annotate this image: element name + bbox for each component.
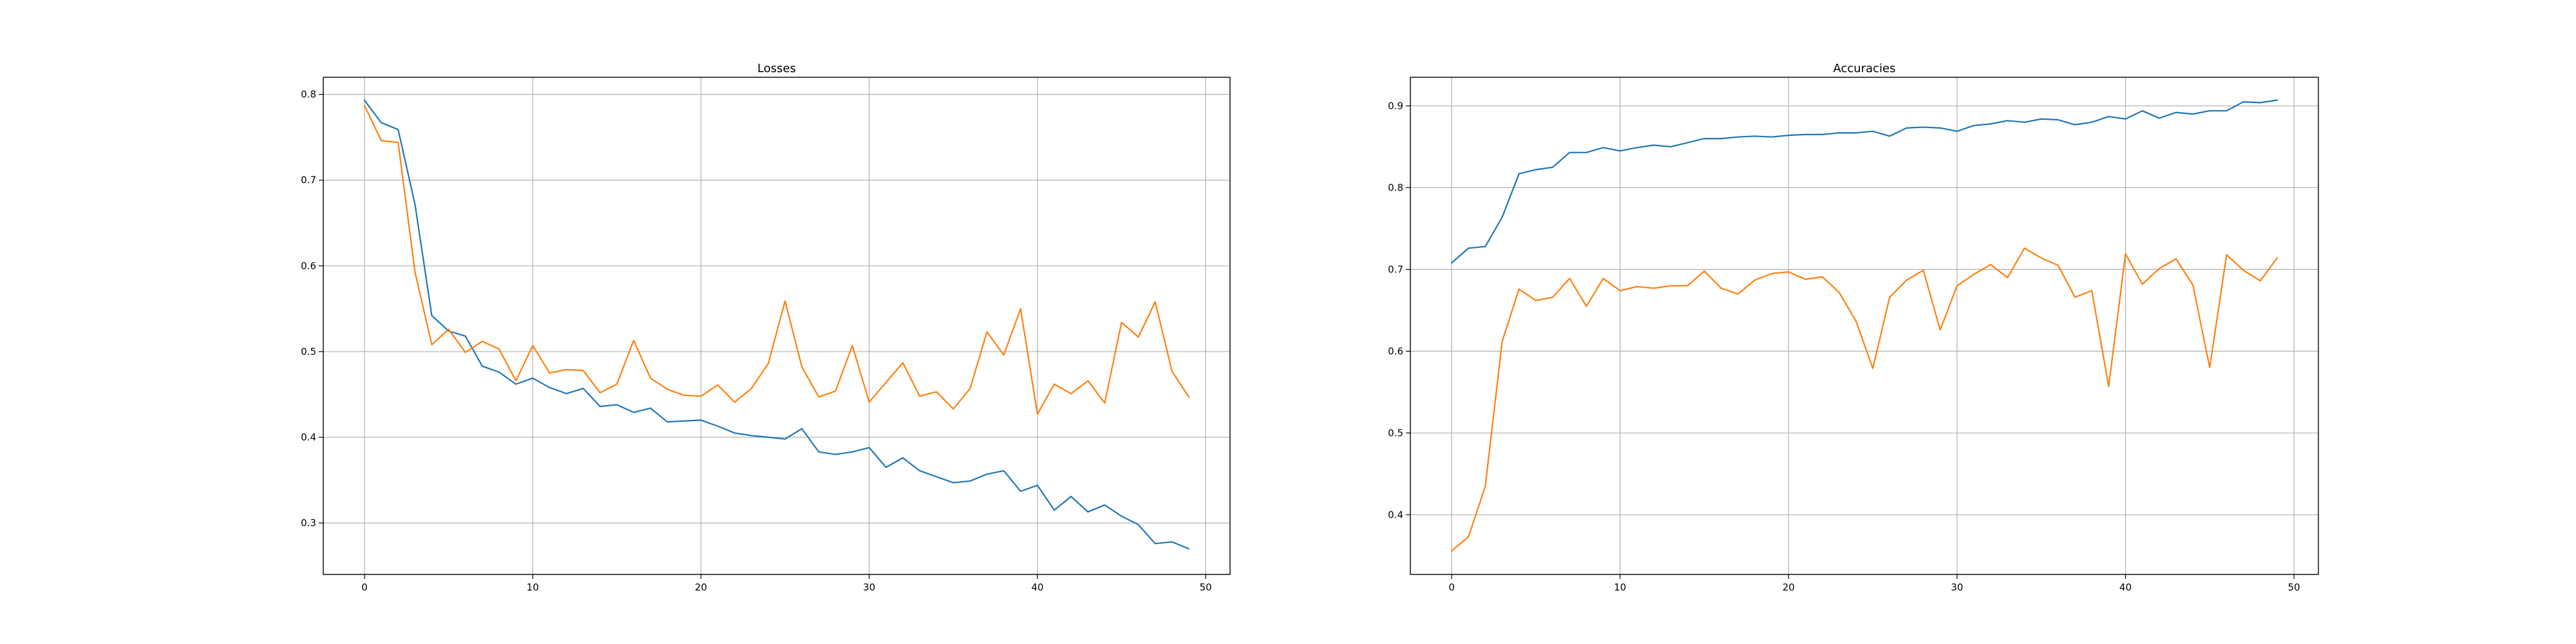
losses-y-tick-label: 0.4 xyxy=(301,431,316,443)
losses-chart-title: Losses xyxy=(757,62,796,75)
accuracies-x-tick-label: 50 xyxy=(2288,582,2300,593)
losses-y-tick-label: 0.7 xyxy=(301,175,316,186)
accuracies-y-tick-label: 0.4 xyxy=(1388,509,1403,520)
accuracies-x-tick-label: 0 xyxy=(1448,582,1455,593)
losses-x-tick-label: 30 xyxy=(863,582,875,593)
losses-x-tick-label: 20 xyxy=(695,582,707,593)
losses-y-tick-label: 0.6 xyxy=(301,260,316,272)
losses-y-tick-label: 0.3 xyxy=(301,517,316,529)
accuracies-plot-frame xyxy=(1410,77,2319,575)
losses-y-tick-label: 0.8 xyxy=(301,89,316,100)
losses-panel: 0 10 20 30 40 50 0.3 0.4 0.5 0.6 0.7 0.8 Losses xyxy=(301,62,1231,593)
losses-y-tick-label: 0.5 xyxy=(301,346,316,357)
accuracies-y-tick-label: 0.5 xyxy=(1388,427,1403,439)
accuracies-y-tick-label: 0.7 xyxy=(1388,263,1403,275)
accuracies-chart-title: Accuracies xyxy=(1833,62,1896,75)
losses-series-1-line xyxy=(363,99,1190,550)
accuracies-y-tick-label: 0.9 xyxy=(1388,100,1403,111)
accuracies-x-tick-label: 30 xyxy=(1951,582,1963,593)
losses-x-tick-label: 40 xyxy=(1031,582,1043,593)
losses-x-tick-label: 10 xyxy=(527,582,539,593)
accuracies-panel: 0 10 20 30 40 50 0.4 0.5 0.6 0.7 0.8 0.9 Accuracies xyxy=(1388,62,2319,593)
accuracies-series-1-line xyxy=(1450,99,2278,264)
accuracies-x-tick-label: 20 xyxy=(1783,582,1795,593)
accuracies-y-tick-label: 0.6 xyxy=(1388,345,1403,357)
losses-plot-frame xyxy=(323,77,1231,575)
accuracies-series-2-line xyxy=(1450,247,2278,552)
losses-series-2-line xyxy=(363,104,1190,415)
losses-x-tick-label: 50 xyxy=(1200,582,1212,593)
losses-x-tick-label: 0 xyxy=(361,582,368,593)
accuracies-y-tick-label: 0.8 xyxy=(1388,182,1403,193)
accuracies-x-tick-label: 40 xyxy=(2119,582,2132,593)
accuracies-x-tick-label: 10 xyxy=(1614,582,1626,593)
